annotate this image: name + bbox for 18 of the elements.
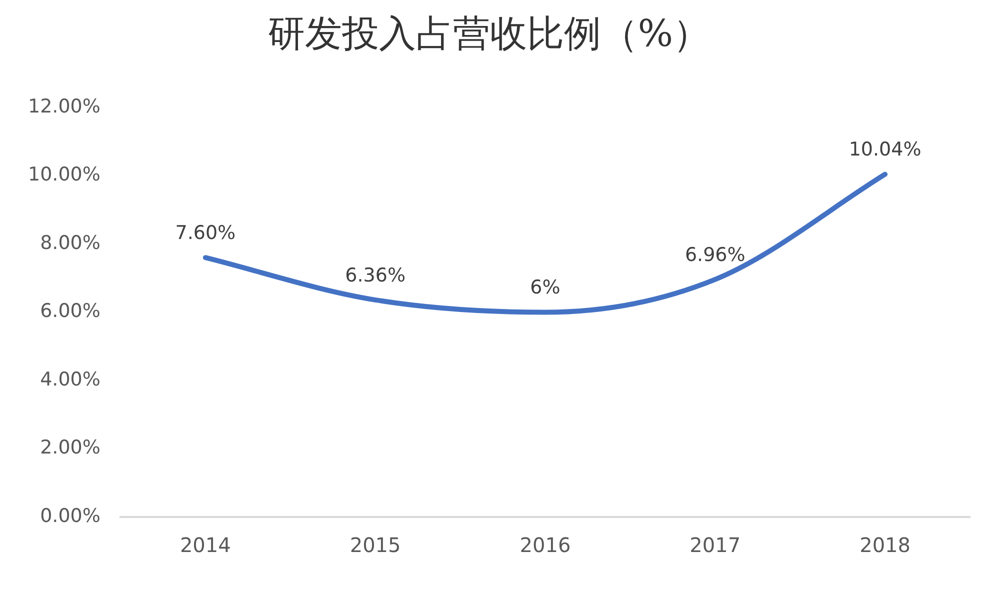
x-tick-label: 2015 (350, 533, 401, 558)
y-tick-label: 10.00% (28, 164, 100, 186)
y-tick-label: 4.00% (40, 368, 100, 390)
y-tick-label: 12.00% (28, 95, 100, 118)
y-tick-label: 8.00% (40, 232, 100, 254)
data-label: 7.60% (175, 222, 236, 244)
data-label: 6% (530, 276, 560, 299)
data-label: 10.04% (848, 138, 922, 161)
x-tick-label: 2016 (520, 533, 571, 558)
x-tick-label: 2014 (180, 533, 231, 558)
x-tick-label: 2018 (860, 533, 910, 558)
y-tick-label: 6.00% (40, 300, 100, 322)
x-tick-label: 2017 (690, 533, 741, 558)
chart-title: 研发投入占营收比例（%） (268, 12, 710, 55)
data-label: 6.96% (684, 244, 746, 266)
y-tick-label: 0.00% (40, 504, 100, 527)
data-label: 6.36% (345, 264, 406, 286)
y-tick-label: 2.00% (40, 436, 100, 459)
